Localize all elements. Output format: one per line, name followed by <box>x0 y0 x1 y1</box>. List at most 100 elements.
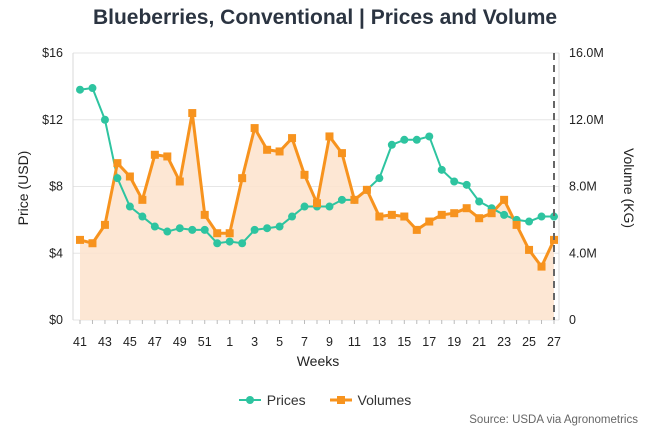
volumes-point <box>76 235 84 244</box>
y-tick-label: $16 <box>42 46 63 60</box>
axes: $0 0 $4 4.0M $8 8.0M $12 12.0M $16 16.0M 41 43 45 47 4… <box>42 46 604 349</box>
volumes-point <box>150 150 159 159</box>
prices-point <box>462 180 471 189</box>
x-tick-label: 43 <box>98 335 112 349</box>
prices-point <box>188 225 197 234</box>
y2-tick-label: 8.0M <box>569 180 597 194</box>
prices-point <box>100 115 109 124</box>
x-tick-label: 21 <box>472 335 486 349</box>
legend: Prices Volumes <box>0 392 650 409</box>
prices-point <box>163 227 172 236</box>
x-tick-label: 51 <box>198 335 212 349</box>
prices-point <box>500 210 509 219</box>
x-tick-label: 11 <box>348 335 361 349</box>
volumes-point <box>450 209 459 218</box>
x-tick-label: 9 <box>326 335 333 349</box>
series-markers <box>76 84 558 271</box>
prices-point <box>475 197 484 206</box>
y-tick-label: $8 <box>49 180 63 194</box>
prices-point <box>537 212 546 221</box>
x-tick-label: 5 <box>276 335 283 349</box>
x-tick-label: 7 <box>301 335 308 349</box>
x-tick-label: 45 <box>123 335 137 349</box>
prices-point <box>437 165 446 174</box>
prices-point <box>200 225 209 234</box>
prices-point <box>375 174 384 183</box>
volumes-point <box>475 214 484 223</box>
volumes-point <box>337 149 346 158</box>
x-axis-label: Weeks <box>297 353 340 369</box>
y-axis-label: Price (USD) <box>15 151 31 226</box>
volumes-point <box>525 245 534 254</box>
prices-point <box>175 224 184 233</box>
volumes-point <box>325 132 334 141</box>
legend-label-volumes: Volumes <box>357 392 412 408</box>
prices-point <box>300 202 309 211</box>
y2-axis-label: Volume (KG) <box>621 148 637 228</box>
x-tick-label: 25 <box>522 335 536 349</box>
volumes-point <box>125 172 134 181</box>
prices-point <box>225 237 234 246</box>
prices-point <box>113 174 122 183</box>
volumes-point <box>437 210 446 219</box>
y-tick-label: $0 <box>49 313 63 327</box>
prices-point <box>275 222 284 231</box>
volumes-point <box>263 145 272 154</box>
volumes-point <box>412 225 421 234</box>
volumes-point <box>175 177 184 186</box>
legend-prices-marker <box>238 396 261 404</box>
prices-point <box>337 195 346 204</box>
prices-point <box>412 135 421 144</box>
volumes-point <box>350 195 359 204</box>
volumes-point <box>400 212 409 221</box>
legend-volumes-marker <box>329 396 352 404</box>
volumes-point <box>537 262 546 271</box>
volumes-point <box>250 124 259 133</box>
x-tick-label: 17 <box>422 335 436 349</box>
volumes-point <box>225 229 234 238</box>
prices-point <box>76 85 84 94</box>
volumes-point <box>487 209 496 218</box>
x-tick-label: 15 <box>397 335 411 349</box>
x-tick-label: 47 <box>148 335 162 349</box>
prices-point <box>425 132 434 141</box>
volumes-point <box>313 199 321 208</box>
volumes-point <box>163 152 172 161</box>
prices-point <box>263 224 272 233</box>
volumes-point <box>213 229 222 238</box>
volumes-point <box>275 147 284 156</box>
prices-point <box>525 217 534 226</box>
volumes-point <box>387 210 396 219</box>
prices-point <box>288 212 297 221</box>
volumes-point <box>362 185 371 194</box>
volumes-point <box>375 212 384 221</box>
source-credit: Source: USDA via Agronometrics <box>469 414 638 426</box>
x-tick-label: 19 <box>447 335 461 349</box>
prices-point <box>150 222 159 231</box>
prices-point <box>325 202 334 211</box>
legend-label-prices: Prices <box>266 392 306 408</box>
y2-tick-label: 4.0M <box>569 246 597 260</box>
prices-point <box>400 135 409 144</box>
prices-point <box>450 177 459 186</box>
legend-item-volumes[interactable]: Volumes <box>329 392 412 408</box>
legend-item-prices[interactable]: Prices <box>238 392 306 408</box>
y2-tick-label: 0 <box>569 313 576 327</box>
volumes-point <box>500 195 509 204</box>
y2-tick-label: 16.0M <box>569 46 604 60</box>
y-tick-label: $4 <box>49 246 63 260</box>
volumes-point <box>425 217 434 226</box>
y2-tick-label: 12.0M <box>569 113 604 127</box>
volumes-point <box>200 210 209 219</box>
x-tick-label: 49 <box>173 335 187 349</box>
prices-point <box>88 84 97 93</box>
volumes-point <box>88 239 97 248</box>
x-tick-label: 23 <box>497 335 511 349</box>
volumes-point <box>300 170 309 179</box>
volumes-point <box>188 109 197 118</box>
prices-point <box>238 239 247 248</box>
volumes-point <box>100 220 109 229</box>
volumes-point <box>138 195 147 204</box>
prices-point <box>250 225 259 234</box>
prices-point <box>550 212 558 221</box>
